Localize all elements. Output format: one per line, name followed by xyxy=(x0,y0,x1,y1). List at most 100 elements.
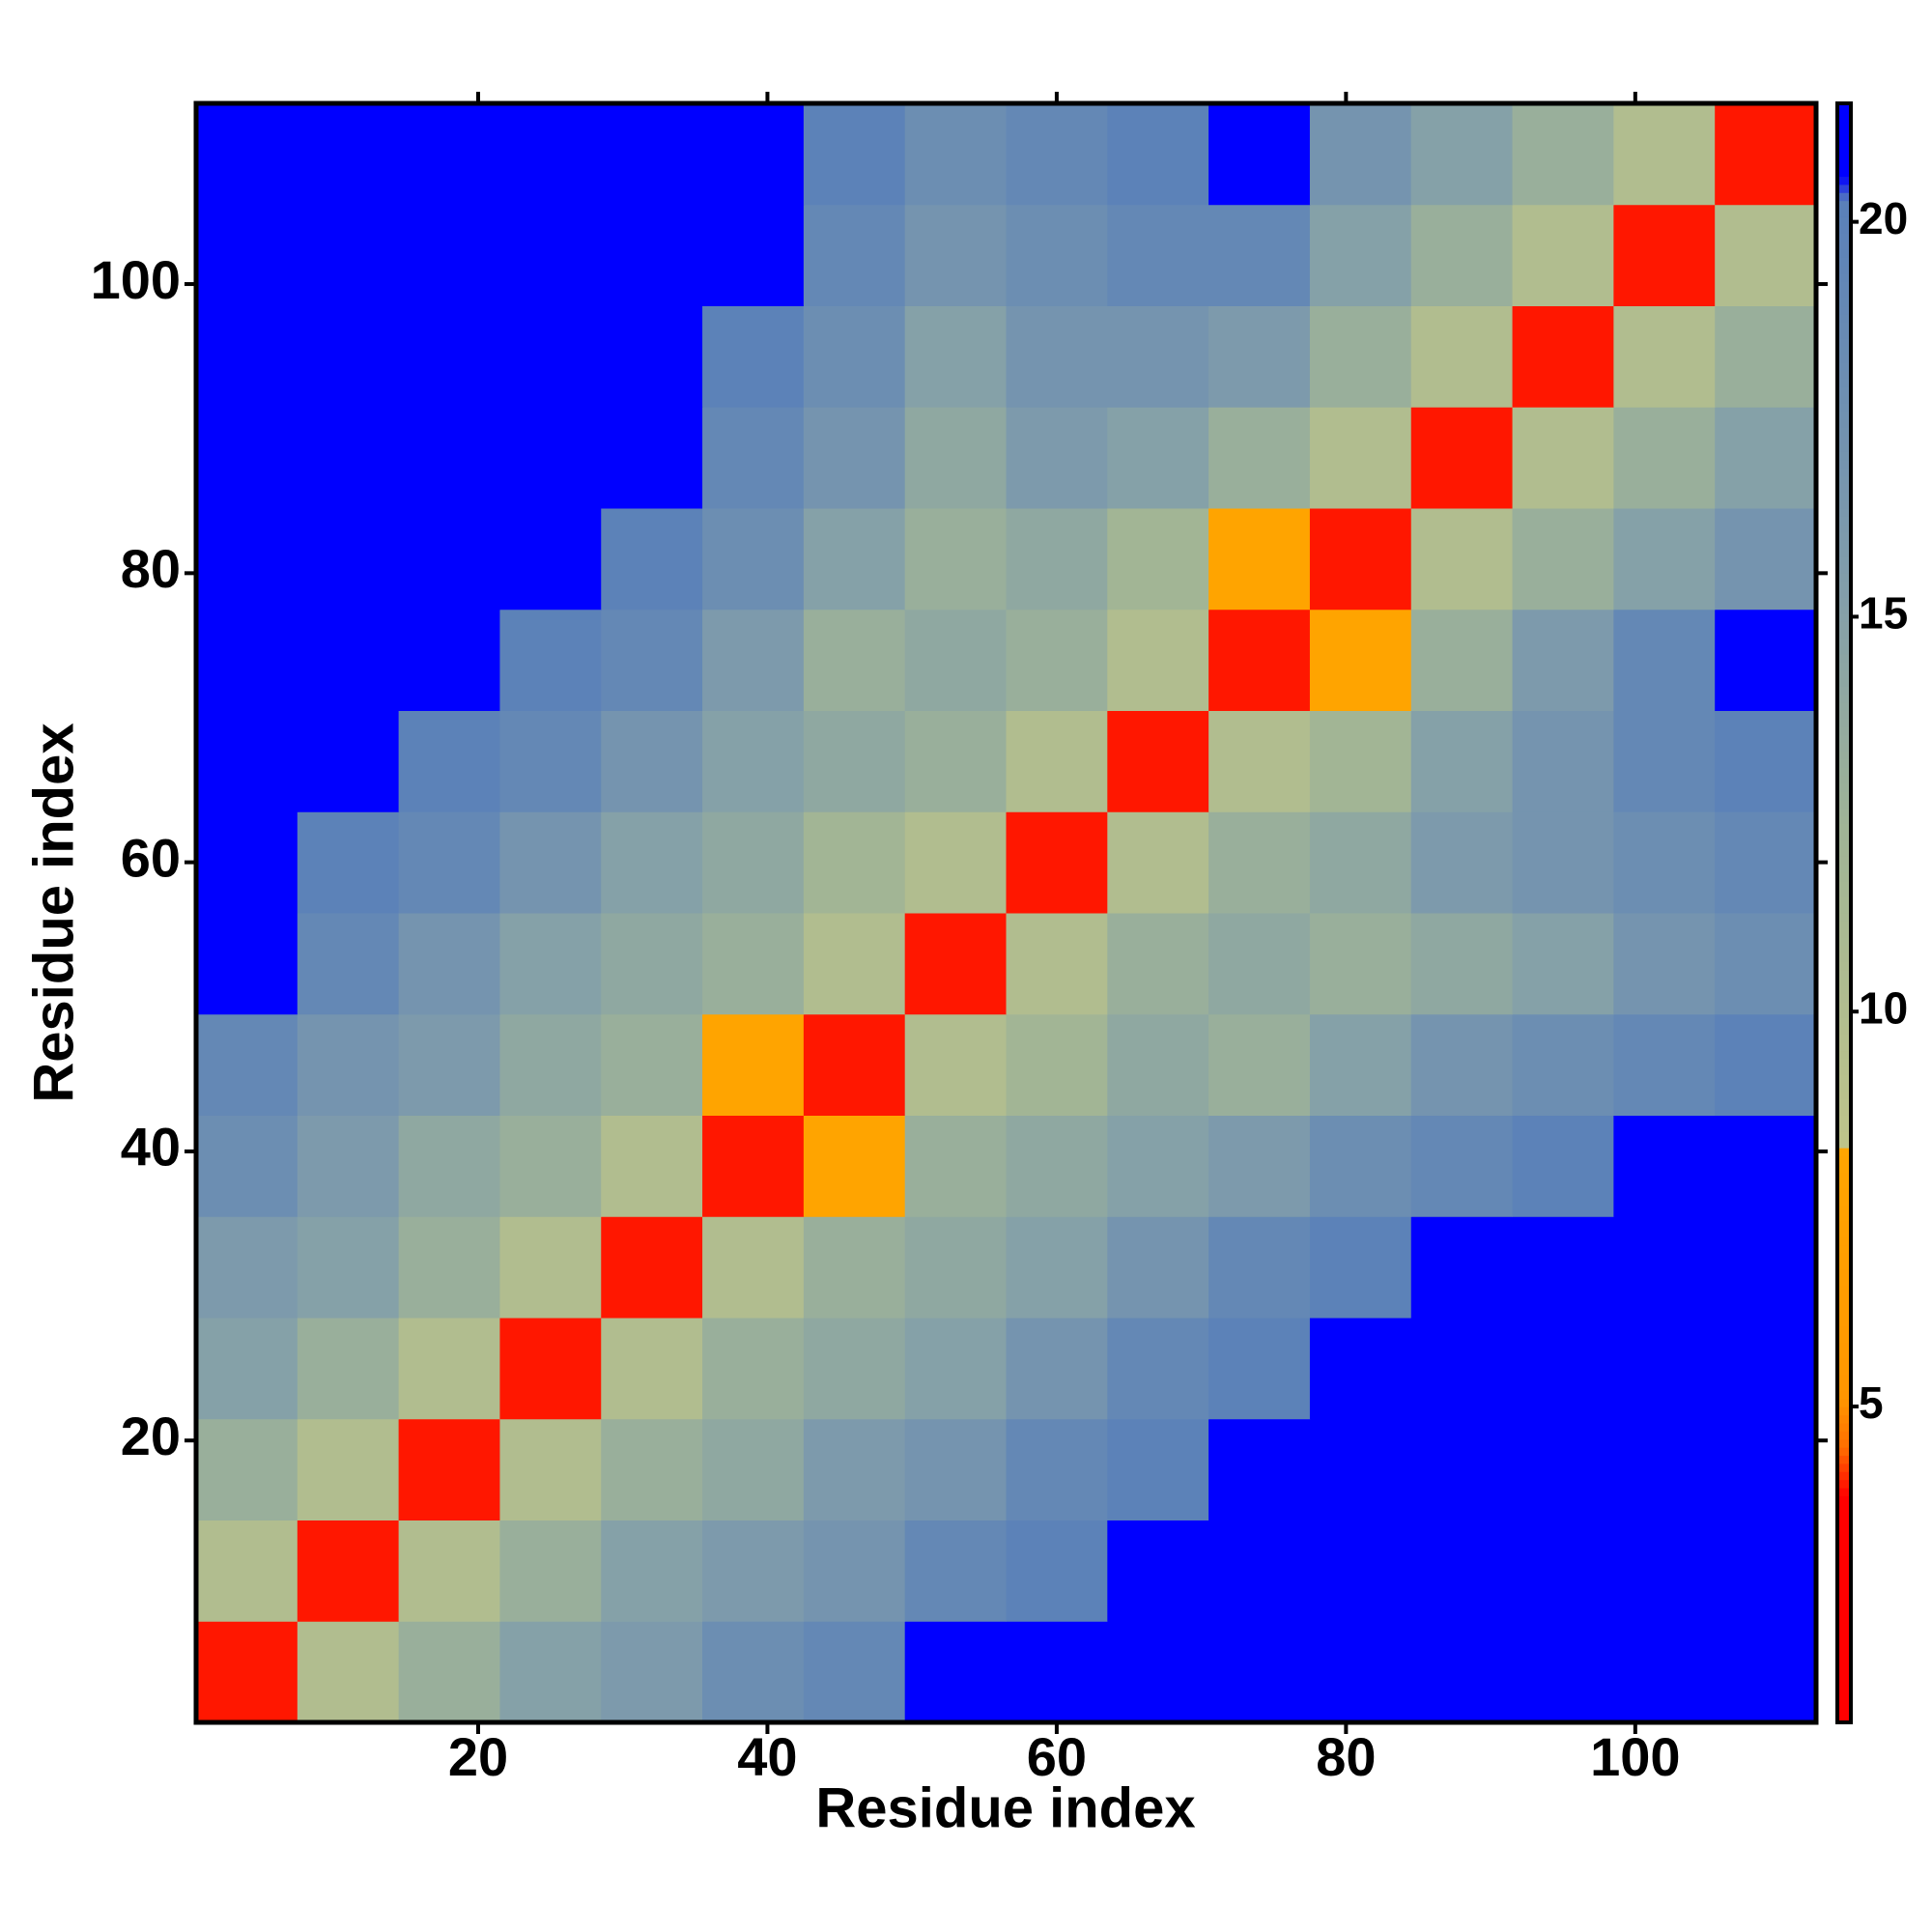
colorbar-segment xyxy=(1837,418,1851,428)
heatmap-cell xyxy=(196,1418,298,1520)
heatmap-cell xyxy=(601,1418,703,1520)
heatmap-cell xyxy=(803,710,906,812)
heatmap-cell xyxy=(1309,609,1412,711)
heatmap-cell xyxy=(1715,204,1817,306)
colorbar-segment xyxy=(1837,1026,1851,1036)
heatmap-cell xyxy=(499,710,602,812)
heatmap-cell xyxy=(398,609,500,711)
colorbar-segment xyxy=(1837,1682,1851,1691)
heatmap-cell xyxy=(1107,1621,1209,1723)
heatmap-cell xyxy=(1410,913,1514,1015)
colorbar-segment xyxy=(1837,386,1851,396)
heatmap-cell xyxy=(1613,1013,1716,1116)
heatmap-cell xyxy=(297,811,400,914)
heatmap-cell xyxy=(1512,811,1614,914)
heatmap-cell xyxy=(499,1621,602,1723)
heatmap-cell xyxy=(1512,913,1614,1015)
colorbar-segment xyxy=(1837,1050,1851,1060)
heatmap-cell xyxy=(1006,1520,1108,1622)
colorbar-segment xyxy=(1837,581,1851,590)
colorbar-segment xyxy=(1837,1665,1851,1675)
colorbar-segment xyxy=(1837,815,1851,825)
heatmap-cell xyxy=(1715,508,1817,611)
heatmap-cell xyxy=(803,305,906,408)
heatmap-cell xyxy=(904,1216,1007,1319)
heatmap-cell xyxy=(1512,1216,1614,1319)
heatmap-cell xyxy=(803,407,906,509)
colorbar-segment xyxy=(1837,718,1851,727)
colorbar-segment xyxy=(1837,427,1851,437)
heatmap-cell xyxy=(196,811,298,914)
colorbar-segment xyxy=(1837,653,1851,663)
heatmap-cell xyxy=(904,710,1007,812)
colorbar-segment xyxy=(1837,1309,1851,1319)
heatmap-cell xyxy=(702,407,805,509)
heatmap-cell xyxy=(1715,1013,1817,1116)
colorbar-segment xyxy=(1837,612,1851,622)
heatmap-cell xyxy=(601,913,703,1015)
colorbar-segment xyxy=(1837,1455,1851,1464)
colorbar-segment xyxy=(1837,159,1851,169)
colorbar-segment xyxy=(1837,1172,1851,1181)
heatmap-cell xyxy=(1512,1115,1614,1217)
colorbar-segment xyxy=(1837,605,1851,614)
heatmap-cell xyxy=(297,508,400,611)
colorbar-segment xyxy=(1837,1293,1851,1302)
colorbar-segment xyxy=(1837,1657,1851,1666)
colorbar-tick-label: 10 xyxy=(1859,982,1908,1033)
heatmap-cell xyxy=(904,609,1007,711)
colorbar-segment xyxy=(1837,524,1851,533)
y-tick-label: 60 xyxy=(121,827,181,888)
colorbar-segment xyxy=(1837,913,1851,922)
heatmap-cell xyxy=(803,1318,906,1420)
colorbar-segment xyxy=(1837,135,1851,145)
colorbar-frame xyxy=(1835,101,1853,1724)
heatmap-cell xyxy=(803,609,906,711)
colorbar-segment xyxy=(1837,1503,1851,1513)
colorbar-segment xyxy=(1837,1487,1851,1496)
heatmap-cell xyxy=(1208,407,1311,509)
heatmap-cell xyxy=(398,811,500,914)
heatmap-cell xyxy=(1107,1216,1209,1319)
colorbar-segment xyxy=(1837,1552,1851,1561)
heatmap-cell xyxy=(1410,305,1514,408)
heatmap-cell xyxy=(1208,1318,1311,1420)
colorbar-segment xyxy=(1837,1268,1851,1278)
heatmap-cell xyxy=(1006,1318,1108,1420)
heatmap-cell xyxy=(1613,103,1716,206)
heatmap-cell xyxy=(1613,710,1716,812)
colorbar-segment xyxy=(1837,677,1851,687)
colorbar-segment xyxy=(1837,928,1851,938)
heatmap-cell xyxy=(1309,1520,1412,1622)
heatmap-cell xyxy=(1512,1520,1614,1622)
colorbar-segment xyxy=(1837,532,1851,542)
colorbar-segment xyxy=(1837,662,1851,671)
heatmap-cell xyxy=(904,204,1007,306)
heatmap-cell xyxy=(297,913,400,1015)
heatmap-cell xyxy=(1006,103,1108,206)
colorbar-segment xyxy=(1837,921,1851,930)
colorbar-segment xyxy=(1837,442,1851,452)
colorbar-segment xyxy=(1837,1179,1851,1189)
colorbar-segment xyxy=(1837,937,1851,947)
heatmap-cell xyxy=(1309,811,1412,914)
heatmap-cell xyxy=(499,913,602,1015)
colorbar-segment xyxy=(1837,638,1851,647)
heatmap-cell xyxy=(1208,103,1311,206)
colorbar-segment xyxy=(1837,1447,1851,1457)
colorbar-tick-label: 5 xyxy=(1859,1378,1884,1428)
heatmap-cell xyxy=(1410,710,1514,812)
colorbar-segment xyxy=(1837,1584,1851,1594)
colorbar-segment xyxy=(1837,872,1851,882)
colorbar-segment xyxy=(1837,168,1851,178)
heatmap-cell xyxy=(1512,204,1614,306)
heatmap-cell xyxy=(196,407,298,509)
colorbar-segment xyxy=(1837,1318,1851,1326)
heatmap-cell xyxy=(196,913,298,1015)
heatmap-cell xyxy=(499,508,602,611)
colorbar-segment xyxy=(1837,257,1851,267)
y-tick-label: 80 xyxy=(121,538,181,599)
colorbar-segment xyxy=(1837,305,1851,315)
heatmap-cell xyxy=(297,305,400,408)
heatmap-cell xyxy=(1208,811,1311,914)
